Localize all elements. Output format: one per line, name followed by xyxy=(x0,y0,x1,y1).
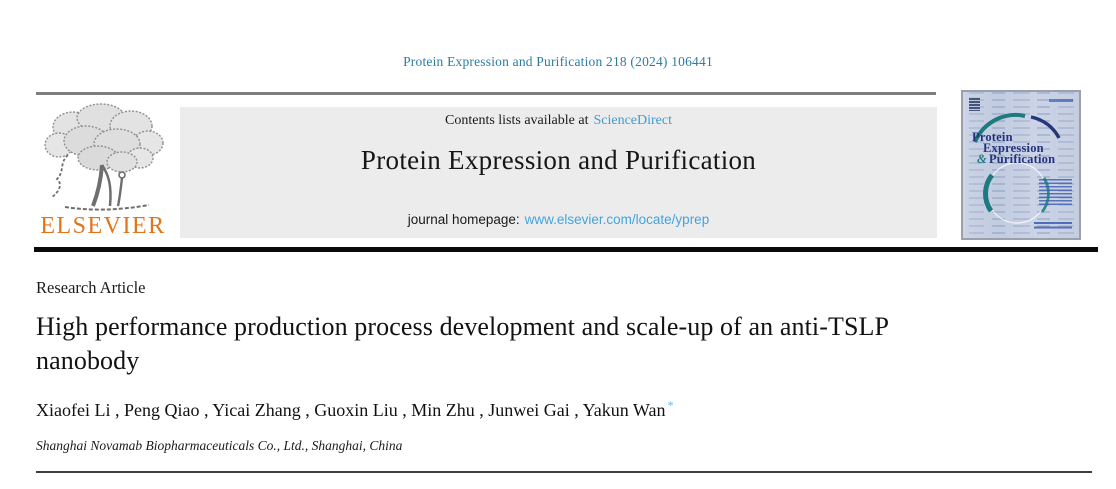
cover-editor-list-text xyxy=(1039,179,1072,206)
author-list: Xiaofei Li , Peng Qiao , Yicai Zhang , G… xyxy=(36,398,673,421)
cover-title-word: Purification xyxy=(988,152,1056,166)
cover-title-word: & Purification xyxy=(977,152,1056,166)
cover-issue-text xyxy=(1049,99,1073,102)
journal-title: Protein Expression and Purification xyxy=(360,145,757,175)
section-divider-rule xyxy=(36,471,1092,473)
article-type-label: Research Article xyxy=(36,278,146,297)
elsevier-tree-icon xyxy=(44,103,164,211)
journal-cover-thumbnail: Protein Expression & Purification xyxy=(961,90,1081,240)
contents-line: Contents lists available at ScienceDirect xyxy=(180,113,937,129)
cover-publisher-mark-icon xyxy=(969,97,980,111)
contents-line-text: Contents lists available at xyxy=(445,113,589,128)
affiliation: Shanghai Novamab Biopharmaceuticals Co.,… xyxy=(36,438,403,453)
sciencedirect-link[interactable]: ScienceDirect xyxy=(593,113,672,128)
article-title: High performance production process deve… xyxy=(36,312,889,375)
gel-lane xyxy=(1013,92,1030,238)
cover-journal-title: Protein Expression & Purification xyxy=(972,130,1056,166)
header-bottom-bar xyxy=(34,247,1098,252)
homepage-line: journal homepage: www.elsevier.com/locate… xyxy=(180,212,937,227)
elsevier-wordmark: ELSEVIER xyxy=(40,213,166,239)
gel-lane xyxy=(969,92,984,238)
cover-title-word: Expression xyxy=(983,141,1044,155)
gel-lane xyxy=(992,92,1005,238)
cover-title-word: Protein xyxy=(972,130,1013,144)
journal-citation-line: Protein Expression and Purification 218 … xyxy=(403,54,713,69)
homepage-label: journal homepage: xyxy=(407,212,520,227)
journal-banner: Contents lists available at ScienceDirect… xyxy=(180,107,937,238)
header-top-rule xyxy=(36,92,936,95)
corresponding-author-marker[interactable]: * xyxy=(667,398,674,412)
elsevier-logo: ELSEVIER xyxy=(35,99,171,238)
cover-footer-text xyxy=(1034,222,1072,229)
homepage-link[interactable]: www.elsevier.com/locate/yprep xyxy=(524,212,710,227)
author-names: Xiaofei Li , Peng Qiao , Yicai Zhang , G… xyxy=(36,400,666,420)
cover-title-ampersand: & xyxy=(977,152,987,166)
